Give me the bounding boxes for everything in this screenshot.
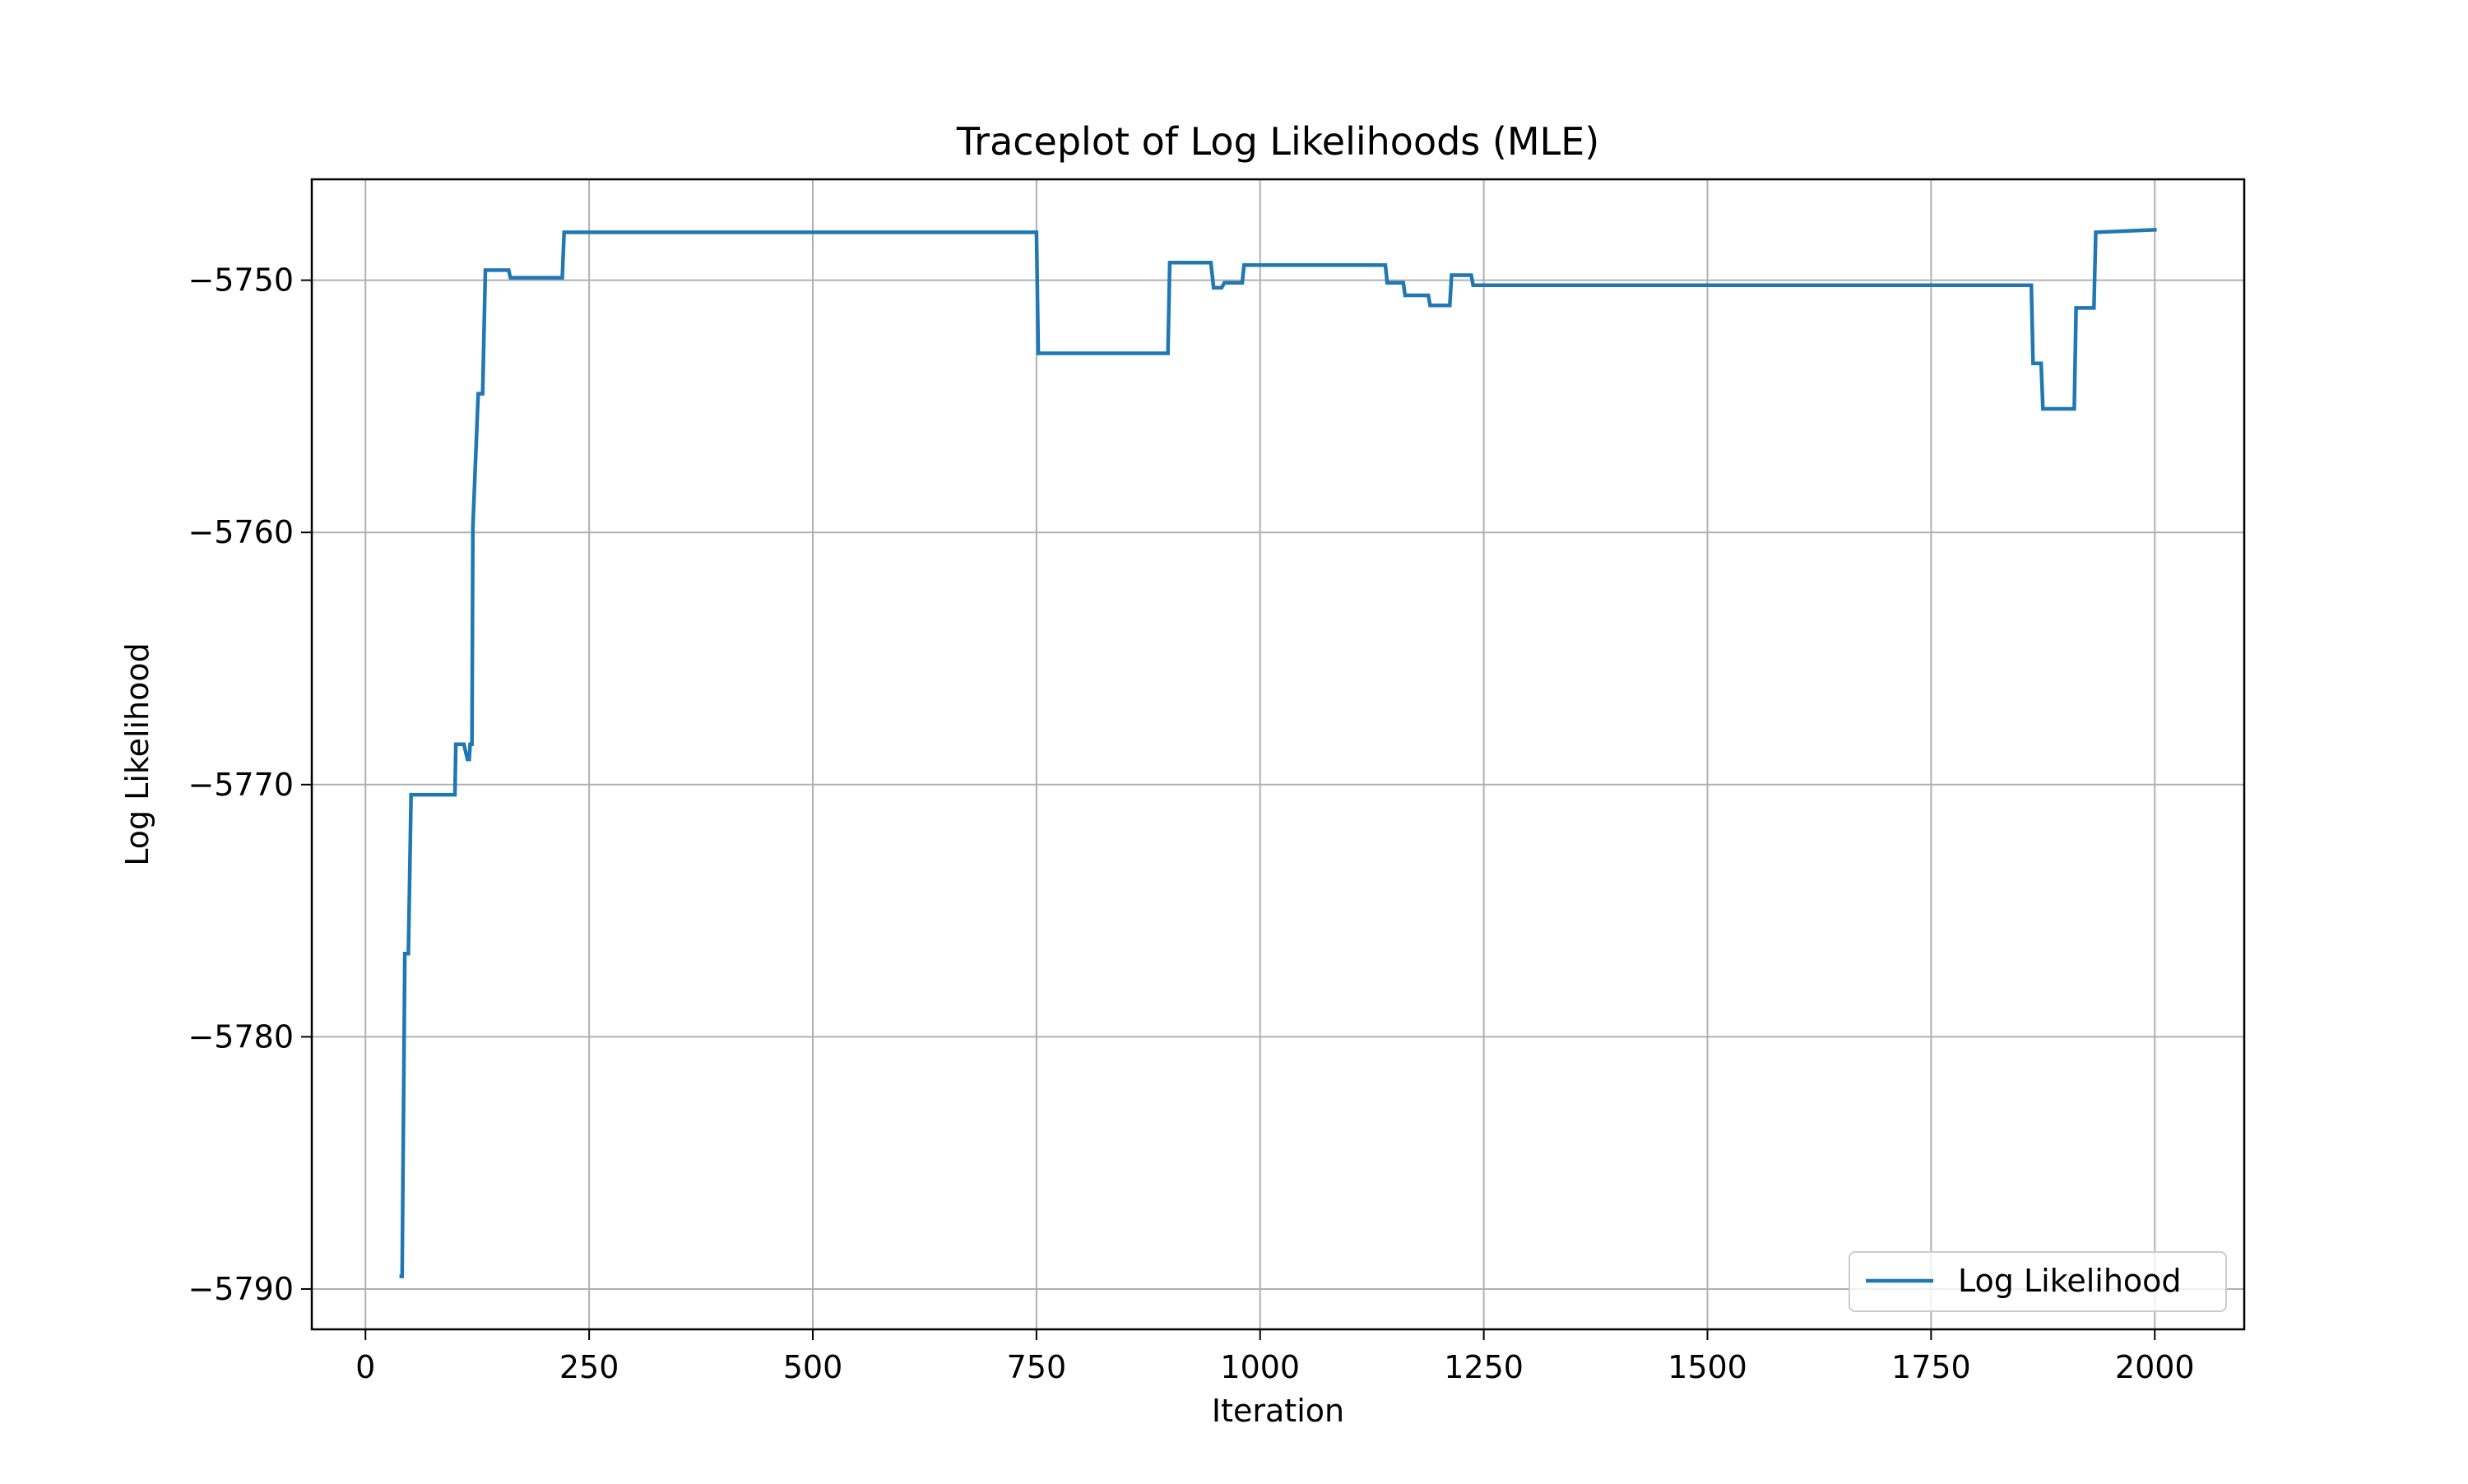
x-tick-label: 500 <box>783 1349 843 1385</box>
x-tick-label: 1500 <box>1668 1349 1747 1385</box>
x-tick-label: 1250 <box>1444 1349 1524 1385</box>
y-tick-label: −5780 <box>188 1018 294 1055</box>
legend: Log Likelihood <box>1849 1251 2227 1312</box>
chart-title: Traceplot of Log Likelihoods (MLE) <box>956 119 1599 164</box>
series-layer <box>399 227 2157 1278</box>
x-tick-label: 1750 <box>1891 1349 1971 1385</box>
x-tick-label: 0 <box>355 1349 375 1385</box>
x-axis-label: Iteration <box>1212 1393 1344 1429</box>
y-tick-label: −5770 <box>188 767 294 803</box>
axes-frame <box>310 178 2246 1331</box>
legend-label-log-likelihood: Log Likelihood <box>1958 1263 2182 1299</box>
y-tick-label: −5760 <box>188 514 294 550</box>
y-tick-label: −5790 <box>188 1271 294 1307</box>
x-tick-label: 2000 <box>2115 1349 2195 1385</box>
y-axis: −5750 −5760 −5770 −5780 −5790 <box>188 262 312 1307</box>
grid <box>312 179 2244 1329</box>
x-axis: 0 250 500 750 1000 1250 1500 1750 2000 <box>355 1329 2195 1385</box>
x-tick-label: 1000 <box>1220 1349 1300 1385</box>
x-tick-label: 250 <box>559 1349 619 1385</box>
series-line-log-likelihood <box>399 227 2157 1278</box>
x-tick-label: 750 <box>1007 1349 1067 1385</box>
y-axis-label: Log Likelihood <box>119 642 155 866</box>
y-tick-label: −5750 <box>188 262 294 299</box>
legend-box <box>1849 1251 2227 1312</box>
